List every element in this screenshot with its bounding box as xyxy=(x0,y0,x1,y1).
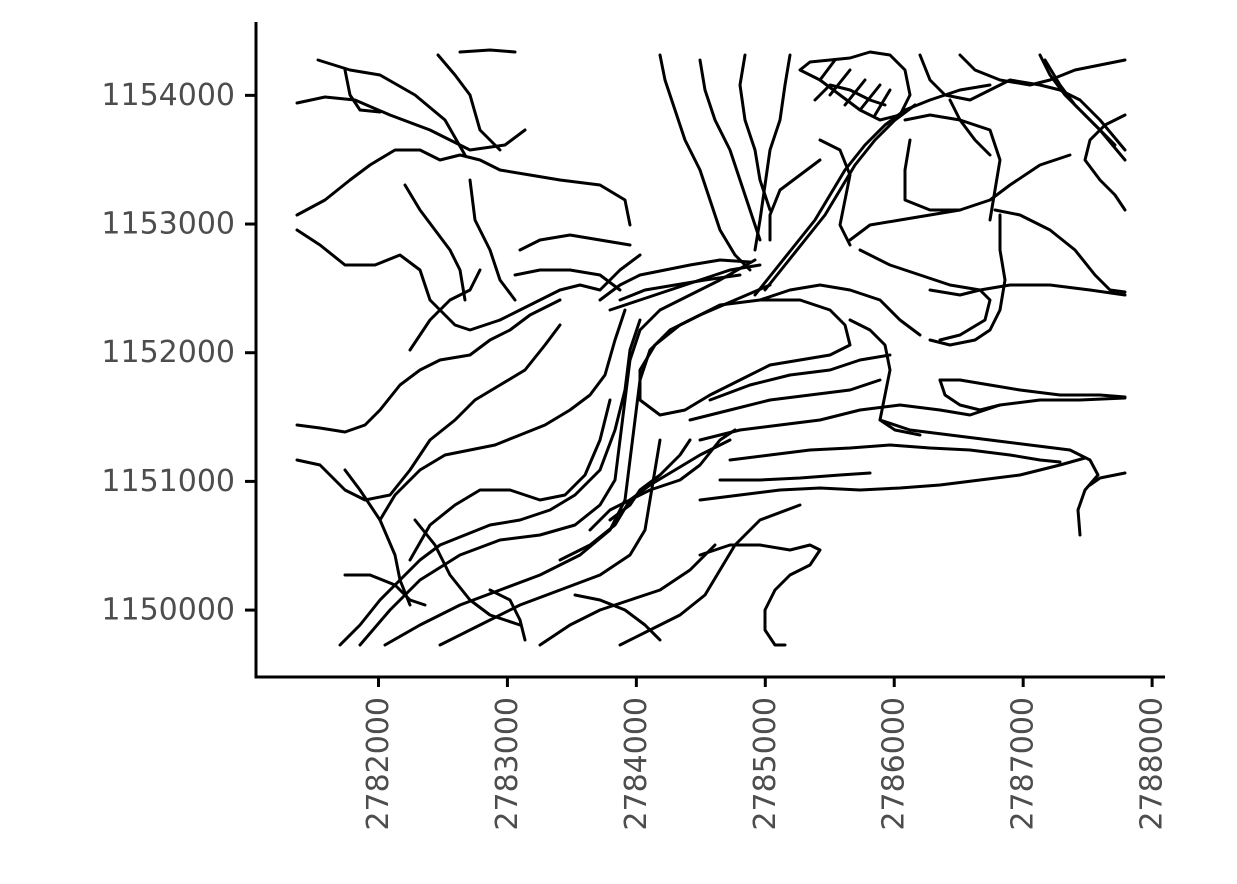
road-line xyxy=(383,283,772,647)
road-line xyxy=(698,58,762,242)
road-line xyxy=(858,248,1127,297)
road-line xyxy=(878,418,1100,537)
road-line xyxy=(928,288,992,342)
road-line xyxy=(958,53,1127,87)
road-line xyxy=(1088,471,1127,487)
road-line xyxy=(708,353,892,402)
road-line xyxy=(718,471,872,482)
road-line xyxy=(458,48,517,54)
road-line xyxy=(758,283,922,337)
road-line xyxy=(488,588,527,642)
road-line xyxy=(573,593,662,642)
x-tick-label: 2785000 xyxy=(748,697,783,831)
y-tick-label: 1154000 xyxy=(101,78,235,113)
y-axis: 1150000 1151000 1152000 1153000 1154000 xyxy=(101,22,258,678)
x-tick-label: 2784000 xyxy=(619,697,654,831)
x-tick-label: 2782000 xyxy=(361,697,396,831)
road-line xyxy=(918,53,1127,152)
road-line xyxy=(938,378,1002,412)
road-line xyxy=(948,98,992,157)
road-line xyxy=(768,158,822,242)
x-tick-label: 2783000 xyxy=(490,697,525,831)
road-line xyxy=(938,378,1127,399)
road-line xyxy=(618,503,802,647)
road-line xyxy=(518,233,632,252)
road-line xyxy=(295,298,562,434)
road-line xyxy=(436,53,502,152)
road-line xyxy=(813,83,887,107)
x-tick-label: 2787000 xyxy=(1006,697,1041,831)
road-line xyxy=(343,573,427,607)
road-network xyxy=(295,48,1127,647)
road-line xyxy=(316,58,467,157)
road-line xyxy=(658,53,752,272)
road-line xyxy=(848,318,922,437)
road-line xyxy=(753,53,792,252)
road-line xyxy=(295,148,632,227)
road-line xyxy=(848,153,1072,242)
road-line xyxy=(818,138,852,247)
road-line xyxy=(698,543,822,647)
road-line xyxy=(993,208,1127,294)
road-line xyxy=(295,228,502,332)
road-line xyxy=(903,113,1002,222)
x-axis: 2782000 2783000 2784000 2785000 2786000 27870… xyxy=(254,675,1170,831)
road-line xyxy=(403,183,467,302)
road-line xyxy=(538,543,717,647)
road-line xyxy=(1043,58,1117,147)
y-tick-label: 1153000 xyxy=(101,207,235,242)
x-tick-label: 2786000 xyxy=(877,697,912,831)
road-line xyxy=(798,50,912,122)
road-line xyxy=(343,68,382,114)
road-line xyxy=(698,396,1127,442)
road-line xyxy=(468,178,517,302)
road-line xyxy=(698,456,1087,502)
y-ticks: 1150000 1151000 1152000 1153000 1154000 xyxy=(101,78,256,628)
y-tick-label: 1150000 xyxy=(101,593,235,628)
road-line xyxy=(763,103,917,292)
road-line xyxy=(1083,113,1127,212)
road-line xyxy=(618,273,742,302)
road-line xyxy=(608,263,762,312)
road-line xyxy=(408,398,612,562)
road-line xyxy=(608,438,692,522)
road-line xyxy=(688,378,882,422)
road-line xyxy=(438,438,662,647)
road-line xyxy=(378,308,627,522)
road-line xyxy=(738,53,772,212)
road-line xyxy=(408,268,482,352)
x-tick-label: 2788000 xyxy=(1135,697,1170,831)
road-line xyxy=(295,95,527,152)
road-line xyxy=(588,428,737,532)
road-line xyxy=(903,138,962,212)
road-line xyxy=(295,323,562,502)
y-tick-label: 1151000 xyxy=(101,464,235,499)
y-tick-label: 1152000 xyxy=(101,335,235,370)
x-ticks: 2782000 2783000 2784000 2785000 2786000 27870… xyxy=(361,677,1170,831)
road-line xyxy=(638,298,852,417)
road-line xyxy=(728,443,1062,464)
road-line xyxy=(753,83,992,297)
road-line xyxy=(343,468,412,607)
road-line xyxy=(498,253,642,322)
road-line xyxy=(928,213,1007,347)
road-line xyxy=(338,318,642,647)
road-line xyxy=(513,268,622,292)
road-line xyxy=(358,258,757,647)
road-line xyxy=(598,258,752,302)
